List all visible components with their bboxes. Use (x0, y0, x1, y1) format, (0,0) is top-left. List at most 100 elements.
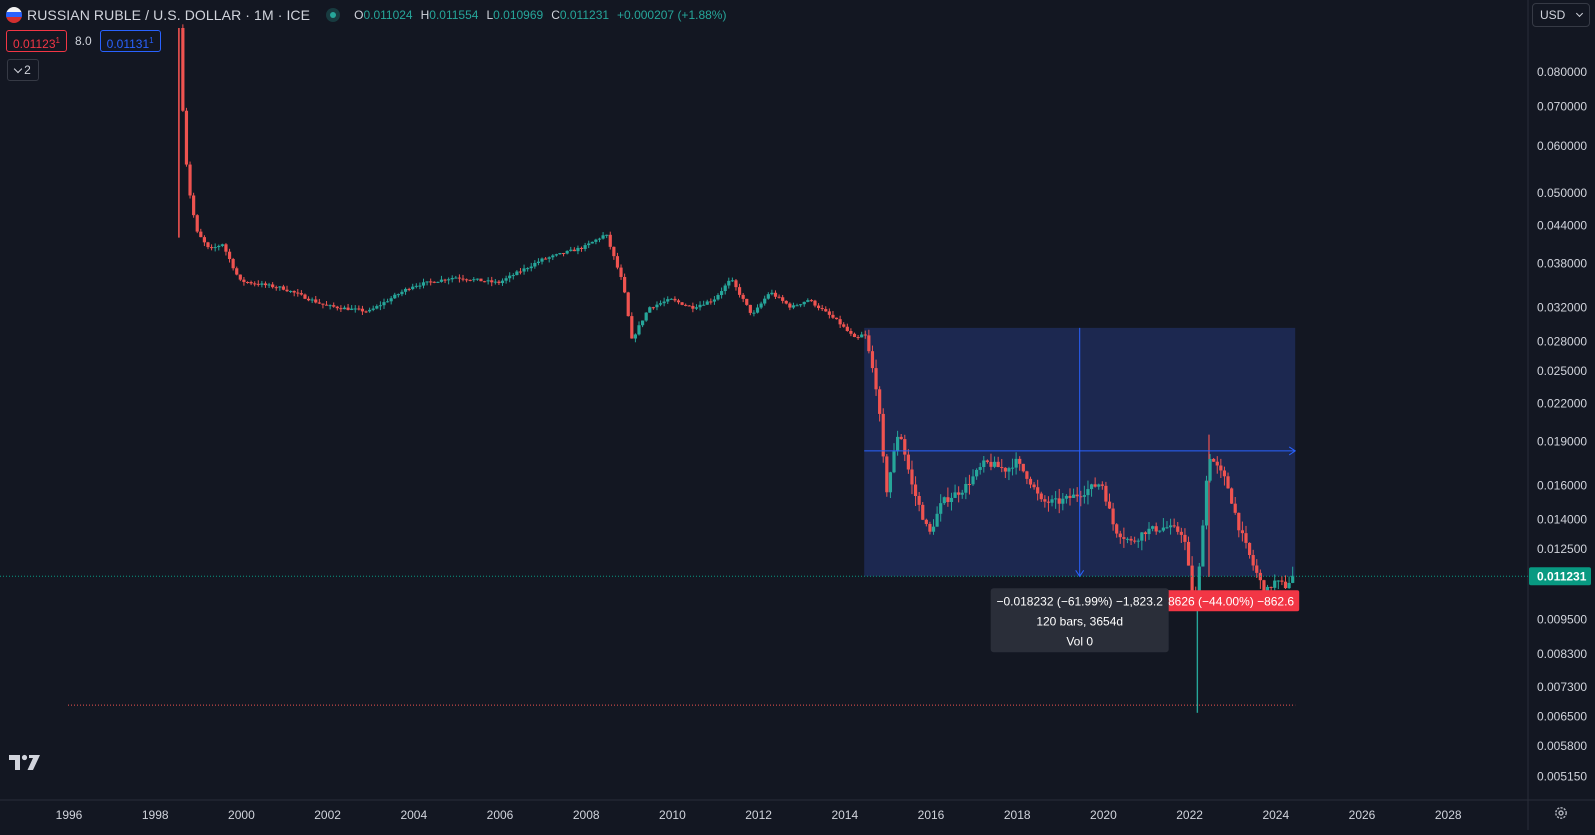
time-axis-label: 2002 (314, 808, 341, 822)
candle-body (1043, 499, 1047, 502)
candle-body (299, 293, 303, 295)
candle-body (238, 274, 242, 280)
buy-button[interactable]: 0.011311 (99, 30, 161, 52)
candle-body (594, 239, 598, 242)
candle-body (364, 311, 368, 313)
currency-select[interactable]: USD (1532, 3, 1590, 27)
candle-body (1046, 501, 1051, 503)
candle-body (263, 283, 268, 286)
candle-body (533, 262, 537, 267)
candle-body (888, 472, 893, 493)
candle-body (1219, 465, 1223, 471)
gear-icon[interactable] (1553, 805, 1569, 821)
candle-body (407, 288, 411, 290)
candle-body (572, 249, 576, 252)
candle-body (536, 261, 541, 263)
price-axis-label: 0.025000 (1537, 364, 1587, 378)
candle-body (759, 303, 763, 308)
symbol-title[interactable]: RUSSIAN RUBLE / U.S. DOLLAR · 1M · ICE (27, 7, 311, 23)
candle-body (490, 280, 494, 283)
candle-body (202, 237, 207, 243)
candle-body (188, 164, 192, 196)
candle-body (350, 308, 354, 310)
measure-arrow-right (1288, 446, 1297, 456)
candle-body (1168, 525, 1173, 528)
measure-arrow-down (1075, 570, 1085, 578)
candle-body (447, 279, 451, 281)
candle-body (845, 326, 849, 331)
candle-body (702, 304, 706, 306)
candle-body (802, 301, 806, 305)
candle-body (482, 281, 487, 283)
candle-body (1197, 566, 1201, 603)
candle-body (421, 282, 426, 286)
candle-body (953, 492, 957, 498)
candle-body (978, 467, 982, 470)
candle-body (342, 307, 347, 310)
candle-body (996, 461, 1000, 468)
candle-body (892, 451, 896, 473)
candle-body (630, 316, 634, 339)
candle-body (791, 305, 796, 308)
candle-body (1273, 580, 1277, 588)
candle-body (838, 319, 842, 325)
candle-body (1233, 503, 1237, 513)
candle-body (429, 281, 433, 283)
candle-body (820, 308, 824, 310)
candle-body (827, 311, 831, 315)
candle-body (551, 255, 555, 258)
candle-body (946, 497, 950, 503)
candle-body (895, 436, 900, 452)
tradingview-logo-icon[interactable] (9, 753, 41, 771)
candle-body (644, 312, 648, 321)
time-axis-label: 1998 (142, 808, 169, 822)
candle-body (967, 483, 972, 485)
candle-body (928, 523, 932, 532)
candle-body (957, 492, 961, 495)
price-axis-label: 0.050000 (1537, 186, 1587, 200)
time-axis-label: 2028 (1435, 808, 1462, 822)
measure-secondary-badge (1164, 590, 1300, 612)
candle-body (903, 439, 907, 455)
candle-body (1104, 485, 1108, 502)
candle-body (590, 241, 594, 244)
candle-body (1190, 565, 1194, 595)
candle-body (1021, 463, 1025, 472)
candle-body (651, 307, 655, 309)
candle-body (1161, 527, 1165, 531)
candle-body (418, 285, 422, 287)
candle-body (375, 306, 379, 309)
candle-body (795, 305, 799, 307)
candle-body (1093, 484, 1097, 487)
candle-body (583, 245, 587, 249)
candle-body (637, 325, 641, 335)
candle-body (1291, 575, 1295, 583)
candle-body (809, 300, 813, 302)
candle-body (655, 304, 659, 308)
candle-body (1287, 582, 1291, 589)
candle-body (393, 294, 397, 299)
candle-body (619, 267, 623, 277)
trade-prices: 0.011231 8.0 0.011311 (6, 30, 161, 52)
price-axis-label: 0.080000 (1537, 65, 1587, 79)
indicators-toggle-button[interactable]: 2 (7, 59, 39, 81)
candle-body (608, 234, 612, 247)
candle-body (834, 317, 839, 320)
candle-body (454, 277, 458, 279)
candle-body (464, 279, 469, 281)
candle-body (1269, 586, 1273, 588)
candle-body (766, 294, 770, 299)
time-axis-label: 2026 (1349, 808, 1376, 822)
candle-body (346, 307, 350, 310)
candle-body (1007, 468, 1011, 472)
candle-body (472, 279, 476, 281)
candle-body (1025, 471, 1029, 479)
measure-info-line: −0.018232 (−61.99%) −1,823.2 (996, 594, 1163, 608)
candle-body (755, 307, 760, 313)
candle-body (964, 483, 968, 493)
candle-body (526, 268, 530, 270)
price-axis-label: 0.028000 (1537, 335, 1587, 349)
sell-button[interactable]: 0.011231 (6, 30, 67, 52)
